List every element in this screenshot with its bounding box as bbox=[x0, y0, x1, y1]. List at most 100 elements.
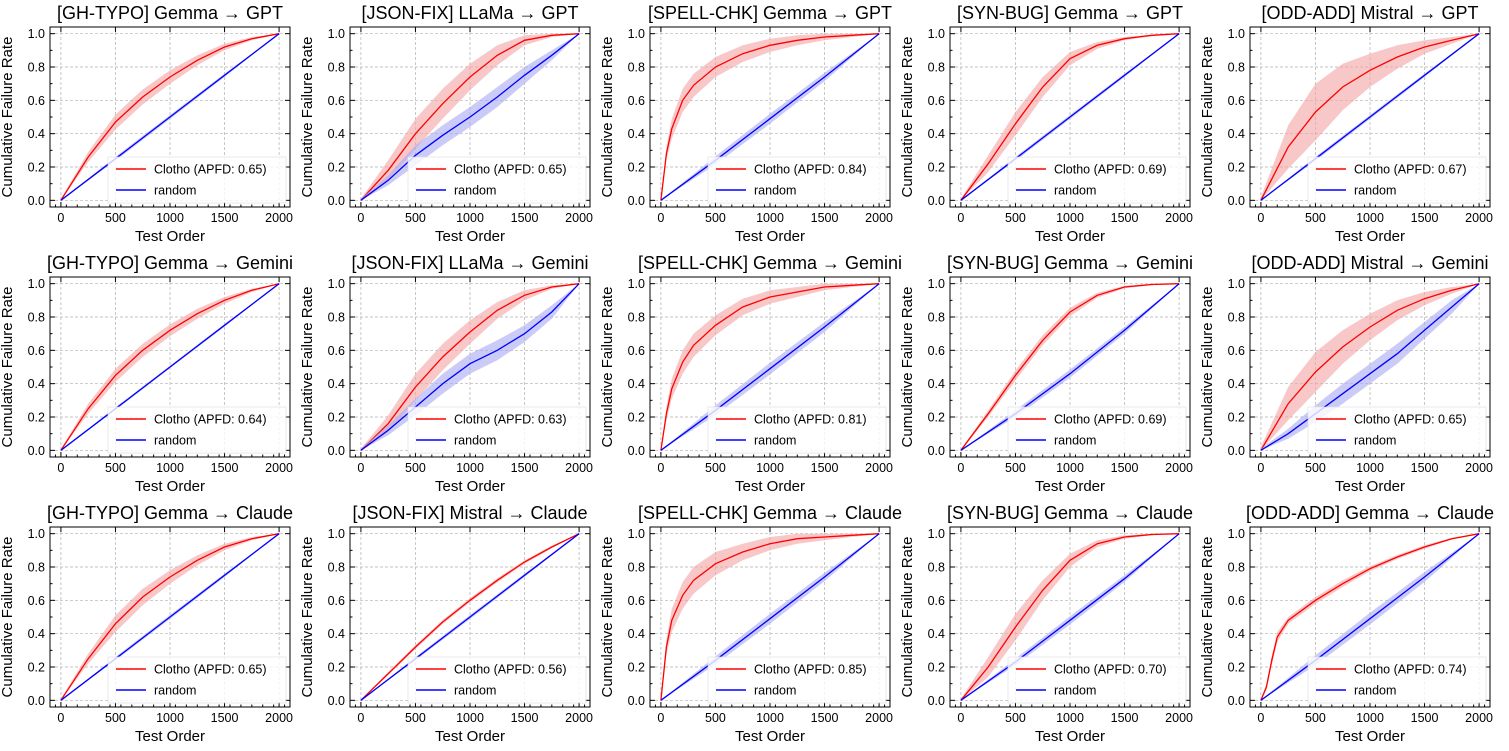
y-tick-label: 0.2 bbox=[928, 161, 945, 175]
y-tick-label: 0.6 bbox=[628, 594, 645, 608]
legend: Clotho (APFD: 0.65) random bbox=[407, 156, 587, 204]
y-tick-label: 0.4 bbox=[28, 627, 45, 641]
y-tick-label: 1.0 bbox=[1228, 277, 1245, 291]
legend-label-random: random bbox=[154, 684, 196, 698]
clotho-line bbox=[60, 283, 280, 451]
y-tick-label: 0.8 bbox=[628, 311, 645, 325]
y-tick-label: 0.8 bbox=[328, 311, 345, 325]
clotho-line bbox=[60, 533, 280, 701]
x-tick-label: 2000 bbox=[1165, 461, 1193, 475]
x-tick-label: 0 bbox=[1257, 211, 1264, 225]
clotho-band bbox=[1260, 33, 1480, 201]
x-tick-label: 0 bbox=[957, 461, 964, 475]
x-tick-label: 500 bbox=[705, 711, 726, 725]
x-tick-label: 500 bbox=[1305, 211, 1326, 225]
legend: Clotho (APFD: 0.70) random bbox=[1007, 656, 1187, 704]
x-tick-label: 1500 bbox=[511, 461, 539, 475]
y-tick-label: 0.8 bbox=[328, 61, 345, 75]
subplot-4: [SYN-BUG] Gemma → GPT 0 500 1000 1500 2000 0.0… bbox=[899, 3, 1193, 245]
subplot-title: [JSON-FIX] Mistral → Claude bbox=[352, 503, 587, 523]
legend: Clotho (APFD: 0.85) random bbox=[707, 656, 887, 704]
x-axis-label: Test Order bbox=[135, 228, 205, 245]
y-tick-label: 0.4 bbox=[1228, 127, 1245, 141]
clotho-line bbox=[660, 33, 880, 201]
y-tick-label: 0.2 bbox=[328, 411, 345, 425]
y-tick-label: 0.2 bbox=[628, 411, 645, 425]
y-tick-label: 1.0 bbox=[328, 27, 345, 41]
legend-box bbox=[1007, 656, 1187, 704]
legend-label-random: random bbox=[1354, 184, 1396, 198]
y-tick-label: 0.6 bbox=[928, 344, 945, 358]
legend-label-clotho: Clotho (APFD: 0.56) bbox=[454, 663, 567, 677]
random-line bbox=[1260, 533, 1480, 701]
subplot-6: [GH-TYPO] Gemma → Gemini 0 500 1000 1500 2000… bbox=[0, 253, 293, 495]
y-axis-label: Cumulative Failure Rate bbox=[599, 287, 616, 448]
x-tick-label: 1000 bbox=[756, 711, 784, 725]
legend-label-clotho: Clotho (APFD: 0.65) bbox=[154, 163, 267, 177]
x-tick-label: 1500 bbox=[211, 211, 239, 225]
y-tick-label: 0.8 bbox=[928, 61, 945, 75]
y-tick-label: 0.2 bbox=[628, 161, 645, 175]
x-tick-label: 0 bbox=[57, 711, 64, 725]
y-tick-label: 0.0 bbox=[28, 194, 45, 208]
legend-label-random: random bbox=[1054, 184, 1096, 198]
x-axis-label: Test Order bbox=[1335, 478, 1405, 495]
y-tick-label: 0.2 bbox=[928, 411, 945, 425]
y-tick-label: 1.0 bbox=[928, 27, 945, 41]
random-line bbox=[660, 533, 880, 701]
legend-label-random: random bbox=[1354, 434, 1396, 448]
y-tick-label: 0.8 bbox=[1228, 61, 1245, 75]
legend: Clotho (APFD: 0.69) random bbox=[1007, 156, 1187, 204]
legend-label-random: random bbox=[754, 684, 796, 698]
y-tick-label: 1.0 bbox=[1228, 27, 1245, 41]
subplot-title: [GH-TYPO] Gemma → Gemini bbox=[47, 253, 293, 273]
y-tick-label: 0.6 bbox=[928, 594, 945, 608]
y-tick-label: 0.8 bbox=[928, 311, 945, 325]
legend-label-clotho: Clotho (APFD: 0.65) bbox=[1354, 413, 1467, 427]
x-tick-label: 0 bbox=[657, 711, 664, 725]
y-tick-label: 0.8 bbox=[28, 311, 45, 325]
random-line bbox=[960, 283, 1180, 451]
y-axis-label: Cumulative Failure Rate bbox=[0, 37, 16, 198]
x-tick-label: 1500 bbox=[1411, 211, 1439, 225]
y-tick-label: 0.6 bbox=[628, 344, 645, 358]
x-tick-label: 0 bbox=[1257, 711, 1264, 725]
legend: Clotho (APFD: 0.65) random bbox=[107, 656, 287, 704]
y-tick-label: 0.2 bbox=[1228, 411, 1245, 425]
x-tick-label: 0 bbox=[657, 461, 664, 475]
y-tick-label: 0.8 bbox=[628, 561, 645, 575]
legend: Clotho (APFD: 0.84) random bbox=[707, 156, 887, 204]
legend-label-clotho: Clotho (APFD: 0.85) bbox=[754, 663, 867, 677]
x-tick-label: 2000 bbox=[1165, 711, 1193, 725]
x-tick-label: 1500 bbox=[1411, 461, 1439, 475]
subplot-title: [ODD-ADD] Gemma → Claude bbox=[1246, 503, 1494, 523]
x-axis-label: Test Order bbox=[435, 478, 505, 495]
y-tick-label: 0.8 bbox=[628, 61, 645, 75]
x-tick-label: 0 bbox=[1257, 461, 1264, 475]
legend: Clotho (APFD: 0.81) random bbox=[707, 406, 887, 454]
legend-box bbox=[107, 656, 287, 704]
x-tick-label: 500 bbox=[1005, 711, 1026, 725]
x-axis-label: Test Order bbox=[735, 728, 805, 745]
legend-label-random: random bbox=[1354, 684, 1396, 698]
legend: Clotho (APFD: 0.65) random bbox=[107, 156, 287, 204]
subplot-5: [ODD-ADD] Mistral → GPT 0 500 1000 1500 2000 0… bbox=[1199, 3, 1493, 245]
subplot-15: [ODD-ADD] Gemma → Claude 0 500 1000 1500 2000… bbox=[1199, 503, 1494, 745]
y-tick-label: 0.0 bbox=[628, 194, 645, 208]
x-tick-label: 1000 bbox=[456, 461, 484, 475]
y-tick-label: 1.0 bbox=[628, 527, 645, 541]
y-tick-label: 0.4 bbox=[628, 377, 645, 391]
y-tick-label: 0.6 bbox=[1228, 94, 1245, 108]
x-tick-label: 0 bbox=[957, 711, 964, 725]
legend-box bbox=[1307, 156, 1487, 204]
legend-box bbox=[707, 656, 887, 704]
y-tick-label: 1.0 bbox=[928, 527, 945, 541]
x-tick-label: 1500 bbox=[211, 461, 239, 475]
y-axis-label: Cumulative Failure Rate bbox=[899, 37, 916, 198]
y-tick-label: 0.8 bbox=[328, 561, 345, 575]
legend-label-clotho: Clotho (APFD: 0.84) bbox=[754, 163, 867, 177]
y-tick-label: 0.2 bbox=[28, 661, 45, 675]
y-tick-label: 0.2 bbox=[928, 661, 945, 675]
legend-label-random: random bbox=[754, 434, 796, 448]
y-axis-label: Cumulative Failure Rate bbox=[0, 537, 16, 698]
